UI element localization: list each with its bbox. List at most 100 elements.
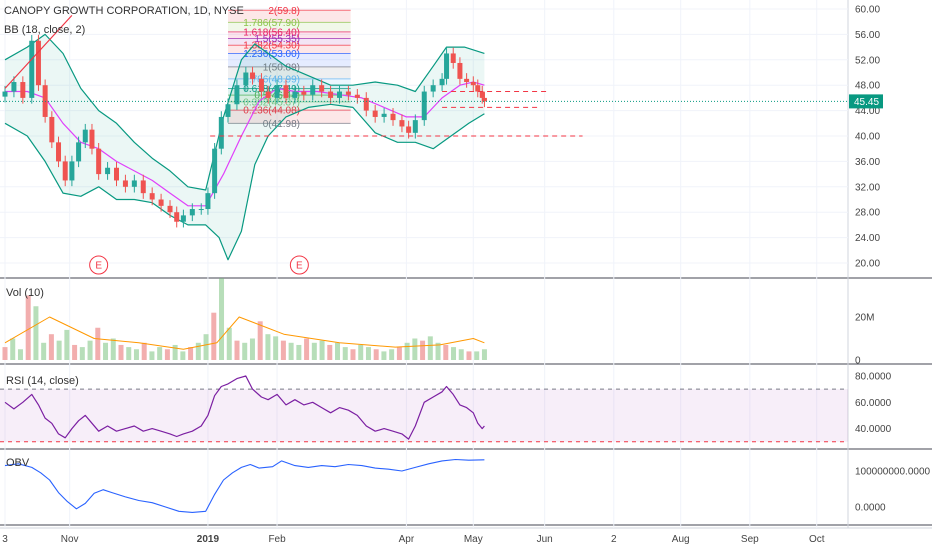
volume-bar (126, 347, 132, 360)
volume-bar (389, 349, 395, 360)
volume-bar (296, 344, 302, 360)
volume-bar (164, 349, 170, 360)
candle-body (140, 180, 146, 194)
fib-zone (228, 78, 351, 89)
volume-bar (133, 349, 139, 360)
candle-body (470, 82, 476, 86)
fib-level-label: 1.786(57.90) (243, 18, 300, 29)
price-tick-label: 20.00 (855, 259, 880, 270)
volume-bar (273, 336, 279, 360)
candle-body (167, 205, 173, 213)
time-tick-label: 2 (611, 534, 617, 545)
candle-body (439, 78, 445, 86)
volume-bar (226, 327, 232, 360)
volume-bar (458, 349, 464, 360)
obv-panel[interactable] (4, 458, 485, 513)
candle-body (283, 85, 289, 98)
candle-body (258, 78, 264, 92)
volume-bar (481, 349, 487, 360)
earnings-marker[interactable] (289, 255, 309, 275)
fib-level-label: 2(59.8) (268, 6, 300, 17)
volume-bar (118, 344, 124, 360)
volume-bar (319, 340, 325, 360)
volume-bar (373, 349, 379, 360)
trendline[interactable] (4, 14, 73, 89)
price-axis[interactable]: 60.00 56.00 52.00 48.00 44.00 40.00 36.00 32.00… (849, 5, 931, 514)
volume-bar (396, 347, 402, 360)
candle-body (243, 72, 249, 86)
time-tick-label: May (464, 534, 483, 545)
candle-body (337, 91, 342, 98)
candle-body (292, 91, 298, 98)
candle-body (205, 193, 211, 210)
candle-body (363, 97, 369, 111)
volume-tick-label: 20M (855, 313, 874, 324)
volume-bar (420, 340, 426, 360)
candle-body (131, 180, 137, 187)
candle-body (301, 91, 307, 95)
price-tick-label: 52.00 (855, 55, 880, 66)
fib-zone (228, 10, 351, 23)
volume-bar (443, 344, 449, 360)
rsi-band-fill (0, 389, 848, 442)
candle-body (174, 212, 180, 222)
earnings-marker[interactable] (89, 255, 109, 275)
time-tick-label: Aug (672, 534, 690, 545)
volume-bar (195, 342, 201, 360)
candle-body (250, 72, 256, 79)
volume-bar (72, 344, 78, 360)
fib-zone (228, 66, 351, 79)
price-tick-label: 32.00 (855, 182, 880, 193)
candle-body (450, 53, 456, 63)
fib-level-label: 0(41.98) (263, 119, 300, 130)
price-panel[interactable]: 0(41.98)0.236(44.08)0.382(45.37)0.5(46.4… (0, 6, 848, 275)
candle-body (212, 148, 218, 194)
time-tick-label: Feb (268, 534, 286, 545)
time-tick-label: Nov (61, 534, 79, 545)
fib-level-label: 0.382(45.37) (243, 97, 300, 108)
candle-body (189, 209, 195, 216)
volume-bar (219, 278, 225, 360)
fib-zone (228, 101, 351, 111)
volume-bar (342, 347, 348, 360)
candle-body (69, 161, 75, 181)
candle-body (265, 91, 271, 98)
candle-body (444, 53, 450, 79)
time-tick-label: Sep (741, 534, 759, 545)
volume-bar (64, 329, 70, 360)
volume-bar (56, 340, 62, 360)
fib-level-label: 1.5(55.35) (254, 34, 300, 45)
candle-body (481, 97, 487, 102)
candle-body (198, 209, 204, 211)
volume-bar (242, 342, 248, 360)
earnings-marker-label: E (296, 261, 303, 272)
candle-body (76, 142, 82, 162)
candle-body (122, 180, 128, 187)
volume-bar (103, 342, 109, 360)
volume-ma-line (4, 316, 485, 350)
time-axis[interactable]: 3 Nov 2019 Feb Apr May Jun 2 Aug Sep Oct (2, 534, 824, 545)
fib-zone (228, 88, 351, 96)
volume-indicator-label: Vol (10) (6, 287, 44, 299)
candle-body (399, 120, 405, 127)
obv-line (4, 458, 485, 513)
current-price-badge (849, 94, 883, 109)
price-tick-label: 28.00 (855, 208, 880, 219)
rsi-panel[interactable] (0, 375, 848, 443)
obv-tick-label: 100000000.0000 (855, 467, 931, 478)
candle-body (149, 193, 155, 200)
volume-bar (435, 342, 441, 360)
volume-bar (87, 340, 93, 360)
candle-body (225, 104, 231, 117)
volume-bar (203, 334, 209, 360)
volume-panel[interactable] (2, 278, 487, 360)
candle-body (2, 91, 8, 97)
bb-band-fill (5, 34, 485, 260)
volume-bar (265, 334, 271, 360)
fib-zone (228, 53, 351, 67)
candle-body (457, 62, 463, 79)
volume-bar (451, 347, 457, 360)
candle-body (479, 91, 485, 98)
rsi-indicator-label: RSI (14, close) (6, 375, 79, 387)
time-tick-label: Jun (537, 534, 553, 545)
